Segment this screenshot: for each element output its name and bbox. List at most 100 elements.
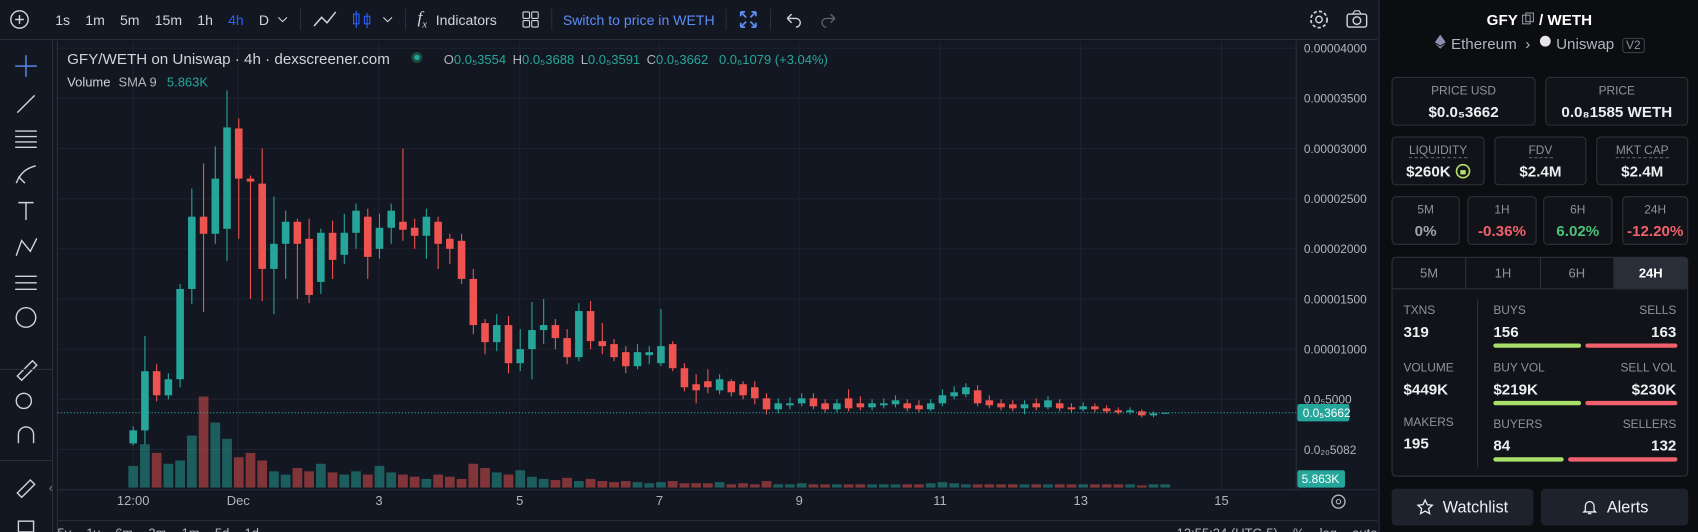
redo-icon[interactable] (819, 9, 841, 31)
candle-body (844, 398, 853, 409)
interval-button[interactable]: 1s (55, 11, 71, 28)
stats-tab[interactable]: 24H (1613, 257, 1688, 289)
range-button[interactable]: 1y (86, 525, 100, 532)
ohlc-value: 0.0₅3591 (587, 52, 641, 68)
volume-bar (304, 471, 314, 488)
volume-bar (339, 474, 350, 488)
y-tick-label: 0.00003500 (1304, 92, 1367, 106)
zoom-tool[interactable] (15, 392, 33, 410)
fdv-card: FDV $2.4M (1494, 136, 1587, 186)
change-card[interactable]: 6H 6.02% (1543, 196, 1613, 245)
volume-bar (585, 478, 596, 488)
screenshot-icon[interactable] (1345, 9, 1369, 31)
range-button[interactable]: 3m (148, 525, 166, 532)
separator (300, 8, 302, 31)
templates-icon[interactable] (521, 10, 540, 30)
volume-bar (163, 463, 174, 488)
axis-settings-icon[interactable] (1331, 494, 1346, 509)
volume-bar (937, 482, 948, 488)
candle-body (434, 221, 442, 244)
volume-bar (1113, 484, 1124, 488)
interval-button[interactable]: 1h (197, 11, 213, 28)
card-value: 6.02% (1556, 222, 1600, 240)
interval-dropdown[interactable] (277, 14, 290, 25)
candle-body (621, 352, 630, 367)
separator (405, 8, 407, 31)
measure-tool[interactable] (16, 359, 38, 382)
stats-tab[interactable]: 6H (1539, 257, 1613, 289)
range-button[interactable]: 1m (182, 525, 200, 532)
chart-title: GFY/WETH on Uniswap · 4h · dexscreener.c… (67, 49, 390, 68)
card-label: FDV (1495, 144, 1585, 159)
switch-price-button[interactable]: Switch to price in WETH (562, 11, 715, 28)
volume-bar (820, 484, 831, 488)
candle-body (211, 178, 220, 234)
change-card[interactable]: 5M 0% (1391, 196, 1460, 245)
candle-body (270, 243, 278, 269)
price-card: PRICE 0.0₈1585 WETH (1545, 76, 1689, 126)
prediction-tool[interactable] (15, 275, 37, 290)
scale-option[interactable]: % (1293, 525, 1305, 532)
undo-icon[interactable] (782, 9, 804, 31)
watchlist-button[interactable]: Watchlist (1391, 488, 1534, 526)
liquidity-card: LIQUIDITY $260K (1391, 136, 1485, 186)
interval-button[interactable]: 15m (154, 11, 183, 28)
change-card[interactable]: 1H -0.36% (1467, 196, 1537, 245)
volume-bar (421, 478, 432, 488)
magnet-tool[interactable] (17, 426, 35, 444)
volume-bar (292, 468, 303, 488)
copy-icon[interactable] (1522, 12, 1535, 25)
candle-body (1020, 404, 1029, 409)
add-symbol-icon[interactable] (9, 9, 31, 31)
scale-option[interactable]: auto (1352, 525, 1377, 532)
alerts-button[interactable]: Alerts (1540, 488, 1689, 526)
chain-name[interactable]: Ethereum (1450, 34, 1517, 53)
plot-background (57, 41, 1297, 490)
candle-body (915, 405, 923, 410)
range-button[interactable]: 1d (244, 525, 258, 532)
volume-bar (609, 482, 619, 488)
ohlc-key: L (580, 52, 588, 68)
card-label: 5M (1417, 203, 1434, 217)
volume-bar (667, 481, 678, 488)
range-button[interactable]: 6m (115, 525, 133, 532)
stat-label: BUYERS (1493, 418, 1543, 432)
stat-value: $449K (1403, 380, 1449, 398)
chart-style-candles[interactable] (349, 9, 375, 31)
stay-drawing-tool[interactable] (16, 478, 36, 499)
volume-bar (327, 472, 338, 488)
icon-tool[interactable] (15, 307, 37, 328)
change-card[interactable]: 24H -12.20% (1622, 196, 1689, 245)
candle-body (809, 398, 818, 407)
interval-button[interactable]: D (258, 11, 270, 28)
interval-button[interactable]: 5m (119, 11, 140, 28)
scale-option[interactable]: log (1320, 525, 1337, 532)
brush-tool[interactable] (15, 165, 36, 184)
indicators-icon[interactable]: fx (417, 8, 428, 31)
stats-tab[interactable]: 1H (1465, 257, 1539, 289)
ohlc-key: O (443, 52, 454, 68)
text-tool[interactable] (18, 201, 34, 220)
stats-tab[interactable]: 5M (1419, 265, 1439, 281)
candle-body (258, 183, 266, 269)
indicators-button[interactable]: Indicators (435, 11, 497, 28)
interval-button[interactable]: 4h (228, 11, 244, 28)
trend-line-tool[interactable] (16, 94, 36, 114)
crosshair-tool[interactable] (15, 55, 37, 77)
dex-name[interactable]: Uniswap (1556, 34, 1615, 53)
fib-tool[interactable] (15, 130, 37, 149)
range-button[interactable]: 5y (57, 525, 71, 532)
lock-tool[interactable] (17, 520, 35, 532)
y-tick-label: 0.0₂₀5082 (1304, 443, 1357, 457)
volume-bar (914, 484, 924, 488)
candle-body (305, 238, 313, 295)
pattern-tool[interactable] (15, 238, 38, 256)
range-button[interactable]: 5d (215, 525, 229, 532)
interval-button[interactable]: 1m (85, 11, 105, 28)
fullscreen-icon[interactable] (737, 9, 759, 31)
settings-icon[interactable] (1308, 9, 1330, 31)
style-dropdown[interactable] (382, 14, 395, 25)
volume-bar (1160, 484, 1171, 488)
candle-body (680, 368, 689, 388)
chart-style-line[interactable] (312, 9, 338, 31)
